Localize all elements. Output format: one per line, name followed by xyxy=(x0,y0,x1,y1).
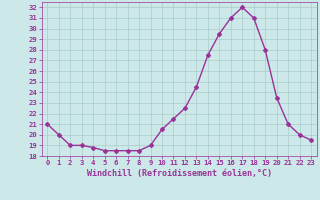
X-axis label: Windchill (Refroidissement éolien,°C): Windchill (Refroidissement éolien,°C) xyxy=(87,169,272,178)
